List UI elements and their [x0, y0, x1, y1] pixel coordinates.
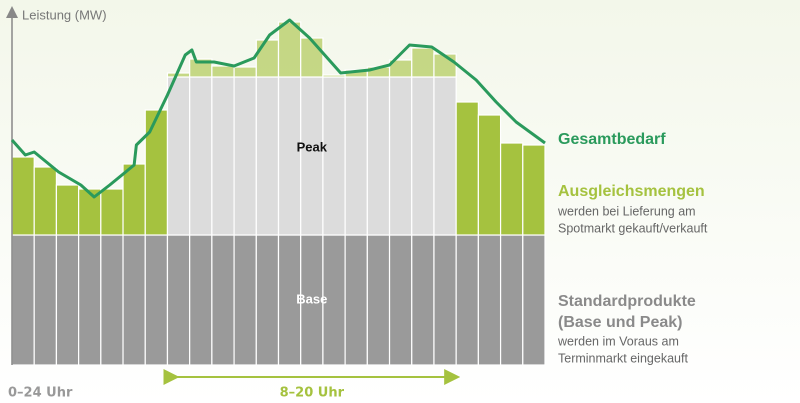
bar: [211, 65, 235, 78]
bar: [322, 74, 346, 78]
note: Spotmarkt gekauft/verkauft: [558, 221, 708, 235]
bar: [255, 76, 280, 236]
bar: [100, 234, 124, 366]
bar: [11, 234, 35, 366]
bar: [255, 39, 280, 78]
bar: [78, 234, 102, 366]
peak-label: Peak: [297, 140, 328, 155]
bar: [366, 76, 391, 236]
bar: [455, 101, 479, 236]
note: Terminmarkt eingekauft: [558, 351, 688, 365]
bar: [477, 234, 502, 366]
note: werden im Voraus am: [557, 334, 679, 348]
bar: [277, 21, 302, 78]
bar: [477, 114, 502, 236]
bar: [122, 163, 146, 236]
bar: [189, 76, 213, 236]
bar: [233, 66, 257, 78]
demand-line: [10, 18, 546, 199]
bar: [255, 234, 280, 366]
bar: [411, 76, 435, 236]
bar: [11, 156, 35, 236]
note: werden bei Lieferung am: [557, 204, 696, 218]
standard-title: Standardprodukte: [558, 293, 696, 310]
bar: [344, 76, 368, 236]
bar: [33, 166, 58, 236]
bar: [122, 234, 146, 366]
bar: [144, 234, 169, 366]
bar: [388, 234, 413, 366]
base-label: Base: [296, 291, 327, 306]
series-label: Ausgleichsmengen: [558, 183, 705, 200]
line-label: Gesamtbedarf: [558, 131, 666, 148]
bar: [499, 234, 524, 366]
x-label: 0–24 Uhr: [8, 386, 73, 401]
bar: [411, 234, 435, 366]
bar: [189, 234, 213, 366]
bar: [366, 234, 391, 366]
bar: [55, 234, 80, 366]
bar: [322, 76, 346, 236]
bar: [233, 234, 257, 366]
y-label: Leistung (MW): [22, 7, 107, 22]
bar: [499, 142, 524, 236]
bar: [300, 37, 324, 78]
bar: [433, 76, 457, 236]
bar: [55, 184, 80, 236]
bar: [233, 76, 257, 236]
bar: [166, 76, 191, 236]
bar: [522, 234, 546, 366]
bar: [411, 47, 435, 78]
bar: [144, 109, 169, 236]
bar: [388, 76, 413, 236]
bar: [344, 234, 368, 366]
bar: [433, 234, 457, 366]
bar: [166, 234, 191, 366]
span-label: 8–20 Uhr: [280, 386, 345, 401]
standard-subtitle: (Base und Peak): [558, 314, 682, 331]
bar: [100, 188, 124, 236]
bar: [211, 234, 235, 366]
bar: [522, 144, 546, 236]
bar: [33, 234, 58, 366]
bar: [300, 76, 324, 236]
bar: [455, 234, 479, 366]
bar: [211, 76, 235, 236]
bar: [277, 76, 302, 236]
